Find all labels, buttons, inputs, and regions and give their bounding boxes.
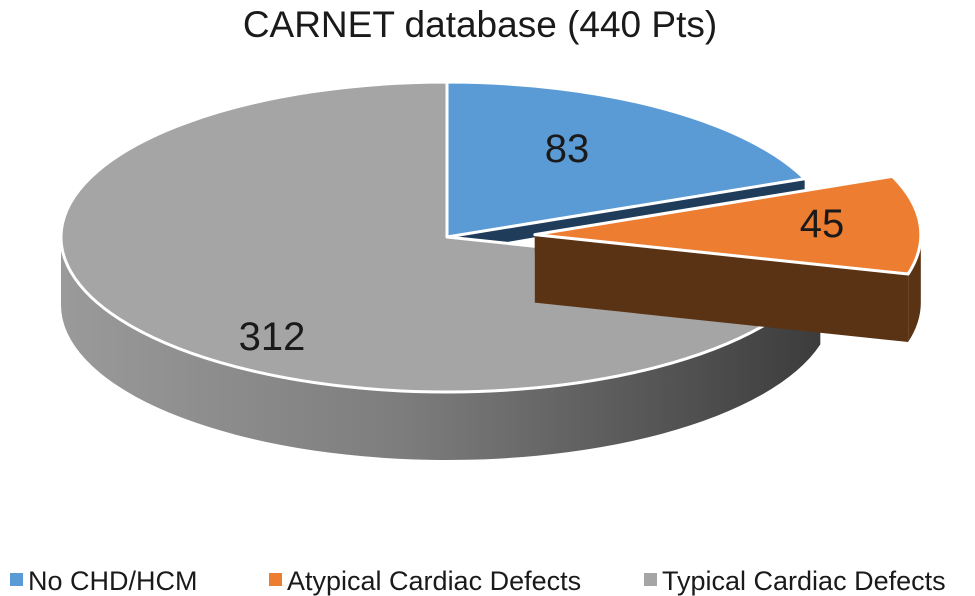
- data-label-3: 312: [239, 315, 306, 359]
- legend-label-1: No CHD/HCM: [28, 566, 198, 596]
- chart-title: CARNET database (440 Pts): [243, 4, 717, 45]
- pie-slice-1: [445, 80, 807, 249]
- data-label-1: 83: [545, 127, 590, 171]
- legend-item-2: Atypical Cardiac Defects: [269, 566, 581, 596]
- legend-swatch-1: [10, 573, 23, 586]
- legend-label-3: Typical Cardiac Defects: [662, 566, 946, 596]
- legend-item-1: No CHD/HCM: [10, 566, 198, 596]
- pie-slice-2: [533, 174, 923, 343]
- slice-side-3: [61, 237, 821, 460]
- legend-label-2: Atypical Cardiac Defects: [287, 566, 581, 596]
- slice-top-1: [445, 80, 807, 239]
- pie-slices: 83 45 312: [59, 80, 923, 460]
- slice-top-2: [533, 174, 923, 276]
- legend-item-3: Typical Cardiac Defects: [644, 566, 946, 596]
- slice-cut-face-2: [534, 234, 909, 343]
- legend-swatch-3: [644, 573, 657, 586]
- slice-cut-face-1: [447, 178, 805, 249]
- legend-swatch-2: [269, 573, 282, 586]
- slice-top-3: [59, 80, 822, 394]
- data-label-2: 45: [800, 202, 845, 246]
- slice-side-2: [908, 234, 921, 343]
- legend: No CHD/HCM Atypical Cardiac Defects Typica…: [10, 566, 946, 596]
- pie-slice-3: [59, 80, 822, 460]
